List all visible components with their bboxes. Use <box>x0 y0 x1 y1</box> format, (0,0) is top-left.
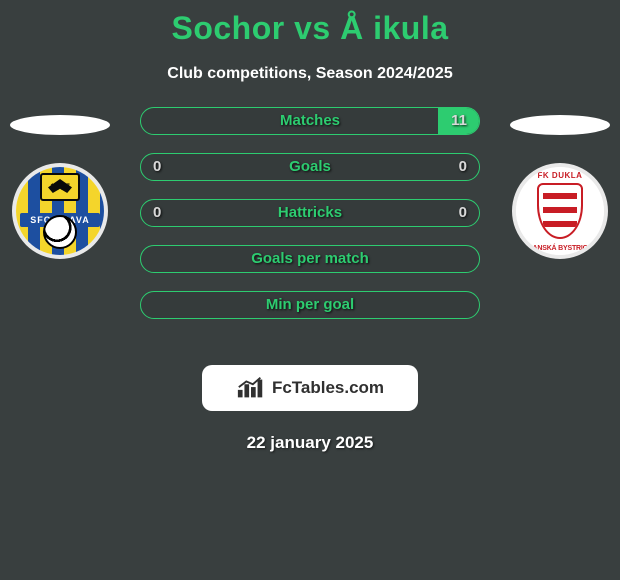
left-club-logo: 1907 SFC OPAVA <box>12 163 108 259</box>
stat-label: Hattricks <box>141 200 479 226</box>
comparison-area: 1907 SFC OPAVA FK DUKLA BANSKÁ BYSTRICA … <box>0 107 620 357</box>
stat-label: Min per goal <box>141 292 479 318</box>
bar-chart-icon <box>236 376 266 400</box>
brand-text: FcTables.com <box>272 378 384 398</box>
stat-right-value <box>455 292 479 318</box>
stat-row-goals: 0 Goals 0 <box>140 153 480 181</box>
right-shadow-ellipse <box>510 115 610 135</box>
page-title: Sochor vs Å ikula <box>0 0 620 47</box>
snapshot-date: 22 january 2025 <box>0 433 620 453</box>
right-player-slot: FK DUKLA BANSKÁ BYSTRICA <box>500 107 620 259</box>
dukla-banner: BANSKÁ BYSTRICA <box>522 245 598 252</box>
stat-row-goals-per-match: Goals per match <box>140 245 480 273</box>
stat-right-value: 0 <box>447 154 479 180</box>
stat-row-min-per-goal: Min per goal <box>140 291 480 319</box>
left-shadow-ellipse <box>10 115 110 135</box>
stat-rows-container: Matches 11 0 Goals 0 0 Hattricks 0 Goals… <box>140 107 480 319</box>
stat-right-value: 0 <box>447 200 479 226</box>
stat-right-value: 11 <box>439 108 479 134</box>
football-icon <box>43 215 77 249</box>
fctables-link[interactable]: FcTables.com <box>202 365 418 411</box>
stat-row-matches: Matches 11 <box>140 107 480 135</box>
season-subtitle: Club competitions, Season 2024/2025 <box>0 65 620 83</box>
stat-label: Matches <box>141 108 479 134</box>
stat-row-hattricks: 0 Hattricks 0 <box>140 199 480 227</box>
left-player-slot: 1907 SFC OPAVA <box>0 107 120 259</box>
right-club-logo: FK DUKLA BANSKÁ BYSTRICA <box>512 163 608 259</box>
stat-label: Goals per match <box>141 246 479 272</box>
stat-right-value <box>455 246 479 272</box>
stat-label: Goals <box>141 154 479 180</box>
